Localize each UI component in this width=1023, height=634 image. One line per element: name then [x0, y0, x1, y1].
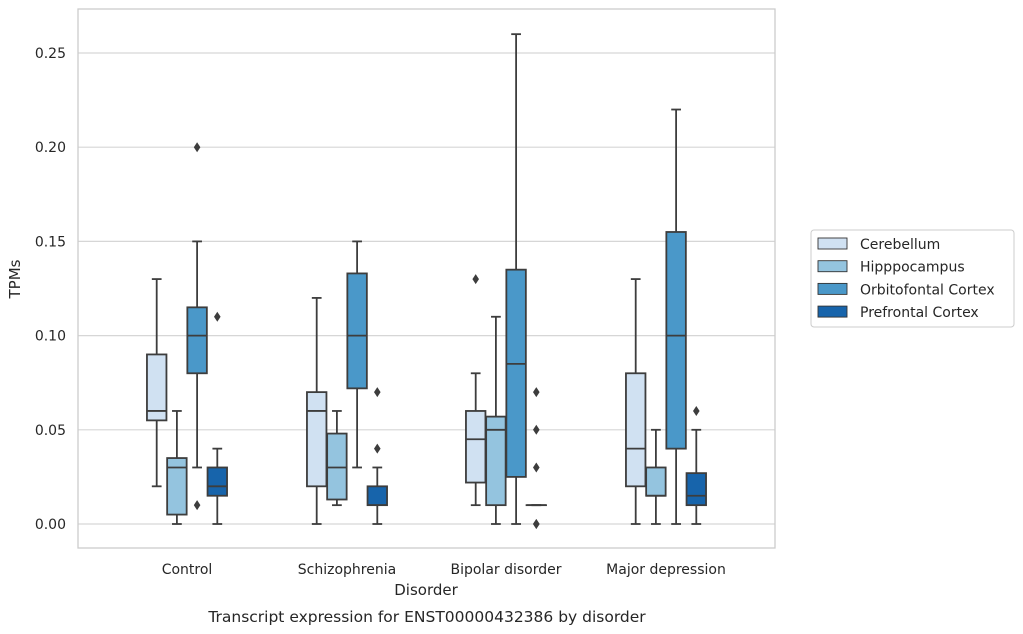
- legend-label: Hipppocampus: [860, 260, 965, 276]
- box-group: [685, 405, 707, 525]
- box-group: [366, 387, 388, 525]
- x-axis-tick-labels: Control Schizophrenia Bipolar disorder Majo…: [162, 562, 726, 578]
- series-prefrontal-cortex: [206, 311, 707, 529]
- box: [146, 353, 168, 422]
- box: [346, 272, 368, 390]
- outlier-point: [472, 274, 479, 285]
- outlier-point: [533, 462, 540, 473]
- x-tick-label: Major depression: [606, 562, 726, 578]
- box: [465, 410, 487, 484]
- series-hipppocampus: [166, 315, 667, 525]
- box-group: [485, 315, 507, 525]
- box-group: [146, 278, 168, 488]
- box-group: [525, 387, 547, 529]
- outlier-point: [193, 500, 201, 511]
- box-group: [206, 311, 228, 525]
- box: [306, 391, 328, 488]
- x-tick-label: Schizophrenia: [298, 562, 396, 578]
- chart-caption: Transcript expression for ENST0000043238…: [207, 608, 646, 626]
- plot-area-frame: [77, 8, 776, 549]
- legend-swatch: [817, 305, 848, 318]
- legend-label: Prefrontal Cortex: [860, 305, 979, 321]
- outlier-point: [533, 519, 540, 529]
- box-group: [166, 410, 188, 525]
- box: [326, 432, 348, 501]
- box-group: [465, 274, 487, 507]
- box: [665, 231, 687, 450]
- legend-swatch: [817, 260, 848, 273]
- outlier-point: [533, 387, 540, 398]
- box-group: [186, 142, 208, 511]
- box: [645, 466, 667, 497]
- box: [186, 306, 208, 375]
- box-group: [346, 240, 368, 469]
- y-tick-label: 0.25: [35, 46, 66, 62]
- y-axis-title: TPMs: [6, 259, 24, 299]
- series-cerebellum: [146, 274, 647, 525]
- legend-swatch: [817, 237, 848, 250]
- legend-items: Cerebellum Hipppocampus Orbitofontal Corte…: [817, 237, 995, 321]
- x-axis-title: Disorder: [394, 581, 458, 599]
- box-group: [306, 297, 328, 525]
- y-tick-label: 0.00: [35, 517, 66, 533]
- box: [366, 485, 388, 507]
- legend-label: Cerebellum: [860, 237, 940, 253]
- x-tick-label: Bipolar disorder: [450, 562, 561, 578]
- outlier-point: [693, 405, 700, 416]
- y-tick-label: 0.05: [35, 423, 66, 439]
- outlier-point: [533, 424, 540, 435]
- y-tick-label: 0.10: [35, 329, 66, 345]
- legend: Cerebellum Hipppocampus Orbitofontal Corte…: [810, 229, 1015, 328]
- outlier-point: [193, 142, 201, 153]
- y-tick-label: 0.15: [35, 234, 66, 250]
- box: [685, 472, 707, 507]
- outlier-point: [214, 311, 221, 322]
- series-orbitofontal-cortex: [186, 33, 687, 525]
- outlier-point: [374, 443, 381, 454]
- box: [166, 457, 188, 516]
- box-group: [625, 278, 647, 525]
- legend-label: Orbitofontal Cortex: [860, 282, 995, 298]
- box-group: [505, 33, 527, 525]
- y-tick-label: 0.20: [35, 140, 66, 156]
- box-group: [326, 410, 348, 507]
- box-series-layer: [146, 33, 707, 529]
- outlier-point: [374, 387, 381, 398]
- box: [206, 466, 228, 497]
- legend-frame: [810, 229, 1015, 328]
- legend-swatch: [817, 282, 848, 295]
- box: [505, 268, 527, 478]
- x-tick-label: Control: [162, 562, 213, 578]
- box-group: [665, 108, 687, 525]
- box: [625, 372, 647, 488]
- y-axis-tick-labels: 0.00 0.05 0.10 0.15 0.20 0.25: [35, 46, 66, 533]
- box-group: [645, 428, 667, 525]
